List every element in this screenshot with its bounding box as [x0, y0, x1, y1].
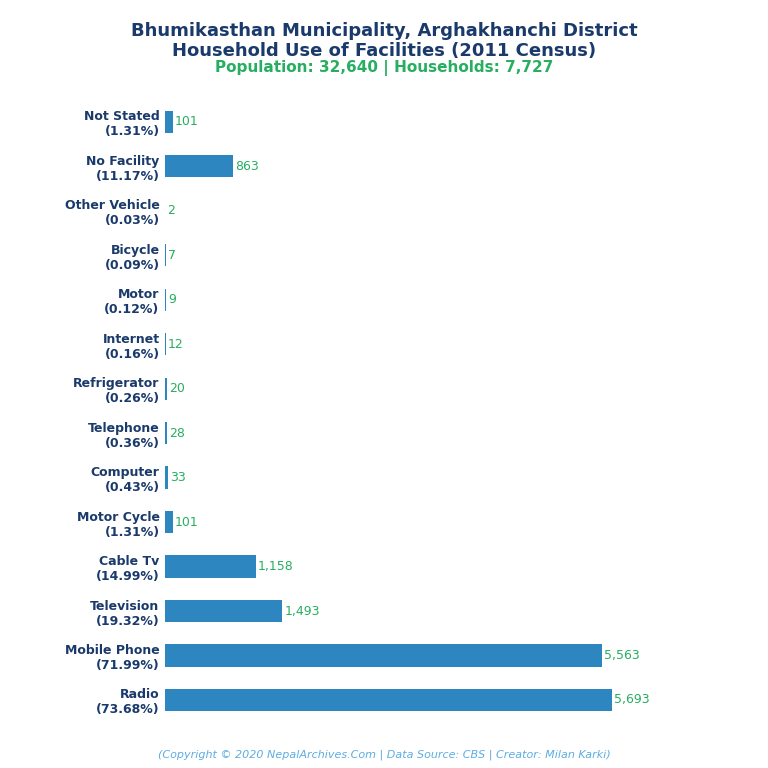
- Bar: [165, 689, 612, 711]
- Text: (Copyright © 2020 NepalArchives.Com | Data Source: CBS | Creator: Milan Karki): (Copyright © 2020 NepalArchives.Com | Da…: [157, 750, 611, 760]
- Text: 1,158: 1,158: [258, 560, 293, 573]
- Bar: [165, 644, 601, 667]
- Text: 7: 7: [167, 249, 176, 262]
- Bar: [165, 111, 173, 133]
- Bar: [165, 555, 256, 578]
- Text: 2: 2: [167, 204, 175, 217]
- Bar: [165, 333, 166, 356]
- Bar: [165, 466, 167, 488]
- Bar: [165, 422, 167, 444]
- Text: 28: 28: [169, 426, 185, 439]
- Bar: [165, 600, 283, 622]
- Text: Bhumikasthan Municipality, Arghakhanchi District
Household Use of Facilities (20: Bhumikasthan Municipality, Arghakhanchi …: [131, 22, 637, 61]
- Text: 101: 101: [175, 115, 199, 128]
- Bar: [165, 378, 167, 400]
- Bar: [165, 511, 173, 533]
- Text: 1,493: 1,493: [284, 604, 319, 617]
- Text: 5,563: 5,563: [604, 649, 639, 662]
- Text: 863: 863: [235, 160, 259, 173]
- Text: Population: 32,640 | Households: 7,727: Population: 32,640 | Households: 7,727: [215, 60, 553, 76]
- Text: 20: 20: [169, 382, 184, 396]
- Text: 9: 9: [167, 293, 176, 306]
- Text: 33: 33: [170, 471, 185, 484]
- Text: 12: 12: [168, 338, 184, 351]
- Text: 101: 101: [175, 515, 199, 528]
- Bar: [165, 155, 233, 177]
- Text: 5,693: 5,693: [614, 694, 650, 707]
